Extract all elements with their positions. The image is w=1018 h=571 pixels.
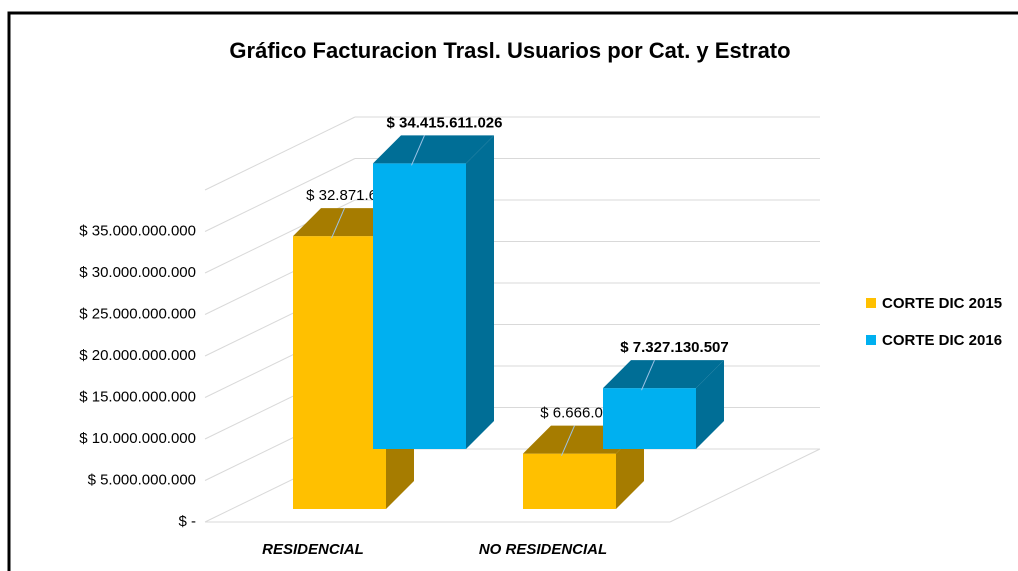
leader-line	[561, 425, 575, 456]
bar	[603, 360, 724, 449]
legend-label: CORTE DIC 2015	[882, 295, 1002, 312]
leader-line	[411, 135, 425, 166]
leader-line	[331, 207, 345, 239]
bar-side	[696, 360, 724, 449]
bar-front	[603, 388, 696, 449]
bar-top	[373, 135, 494, 164]
y-tick-label: $ 30.000.000.000	[79, 264, 196, 281]
value-label: $ 7.327.130.507	[620, 339, 728, 356]
legend-label: CORTE DIC 2016	[882, 332, 1002, 349]
bar-top	[603, 360, 724, 389]
bar	[373, 135, 494, 449]
y-tick-label: $ 35.000.000.000	[79, 222, 196, 239]
frame	[7, 11, 1018, 571]
y-tick-label: $ 25.000.000.000	[79, 305, 196, 322]
legend-swatch	[866, 298, 876, 308]
grid-line	[204, 158, 356, 232]
bar-front	[373, 163, 466, 449]
y-tick-label: $ 15.000.000.000	[79, 388, 196, 405]
wall-edge	[204, 116, 356, 191]
bar-front	[293, 236, 386, 509]
leader-line	[641, 359, 655, 391]
x-tick-label: NO RESIDENCIAL	[479, 541, 607, 558]
y-tick-label: $ -	[178, 513, 196, 530]
value-label: $ 34.415.611.026	[387, 114, 503, 131]
bar-side	[466, 135, 494, 449]
floor-edge	[669, 448, 821, 523]
x-tick-label: RESIDENCIAL	[262, 541, 364, 558]
y-tick-label: $ 10.000.000.000	[79, 430, 196, 447]
bar-front	[523, 453, 616, 509]
y-tick-label: $ 20.000.000.000	[79, 347, 196, 364]
legend-swatch	[866, 335, 876, 345]
chart-title: Gráfico Facturacion Trasl. Usuarios por …	[229, 38, 790, 63]
y-tick-label: $ 5.000.000.000	[88, 471, 196, 488]
